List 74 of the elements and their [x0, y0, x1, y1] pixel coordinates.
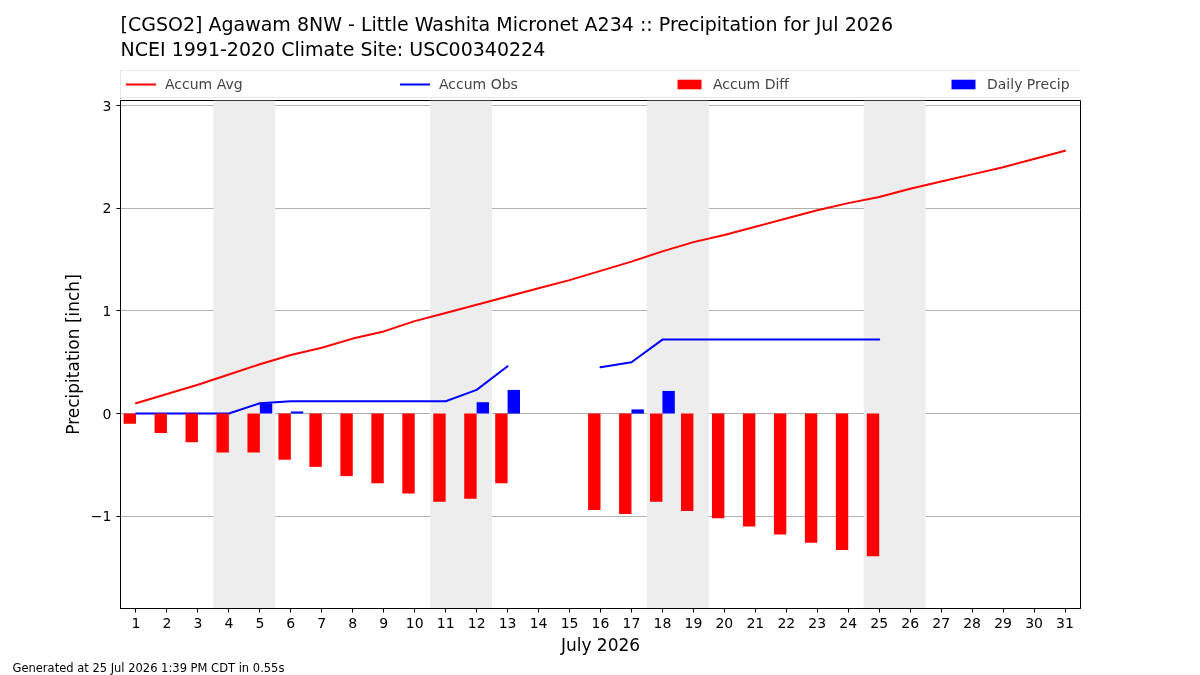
- x-tick-label: 20: [715, 614, 734, 631]
- x-tick-label: 17: [622, 614, 641, 631]
- legend-label: Accum Obs: [439, 76, 519, 92]
- bar: [835, 413, 849, 550]
- x-tick-label: 2: [162, 614, 172, 631]
- x-tick-label: 25: [870, 614, 889, 631]
- x-tick-label: 26: [901, 614, 920, 631]
- y-tick-label: 2: [102, 200, 112, 217]
- x-tick-label: 15: [560, 614, 579, 631]
- legend-label: Accum Avg: [165, 76, 244, 92]
- bar: [742, 413, 756, 527]
- x-tick-label: 12: [467, 614, 486, 631]
- bar: [464, 413, 477, 499]
- x-tick-label: 21: [746, 614, 765, 631]
- bar: [154, 413, 167, 434]
- bar: [495, 413, 508, 484]
- x-tick-label: 28: [963, 614, 982, 631]
- x-tick-label: 1: [131, 614, 141, 631]
- x-tick-label: 11: [436, 614, 455, 631]
- x-tick-label: 22: [777, 614, 796, 631]
- x-tick-label: 9: [379, 614, 389, 631]
- bar: [681, 413, 694, 512]
- x-tick-label: 8: [348, 614, 358, 631]
- bar: [340, 413, 353, 477]
- bar: [866, 413, 880, 557]
- y-tick-label: −1: [90, 508, 112, 525]
- y-axis-title: Precipitation [inch]: [62, 274, 83, 435]
- legend-label: Accum Diff: [713, 76, 791, 92]
- x-tick-label: 6: [286, 614, 296, 631]
- x-tick-label: 27: [932, 614, 951, 631]
- bar: [476, 402, 490, 414]
- bar: [402, 413, 415, 494]
- bar: [619, 413, 632, 515]
- x-tick-label: 7: [317, 614, 327, 631]
- bar: [216, 413, 229, 453]
- bar: [773, 413, 787, 535]
- x-tick-label: 31: [1056, 614, 1074, 631]
- x-axis-title: July 2026: [559, 634, 641, 655]
- x-tick-label: 13: [498, 614, 517, 631]
- bar: [650, 413, 663, 502]
- y-tick-label: 1: [102, 302, 112, 319]
- bar: [290, 411, 304, 414]
- bar: [804, 413, 818, 543]
- x-tick-label: 14: [529, 614, 548, 631]
- bar: [278, 413, 291, 460]
- y-tick-label: 3: [102, 97, 112, 114]
- bar: [588, 413, 601, 510]
- bar: [507, 389, 520, 414]
- x-tick-label: 10: [405, 614, 424, 631]
- x-tick-label: 18: [653, 614, 672, 631]
- bar: [247, 413, 260, 453]
- x-tick-label: 3: [193, 614, 203, 631]
- y-tick-label: 0: [102, 405, 112, 422]
- x-tick-label: 4: [224, 614, 234, 631]
- bar: [711, 413, 725, 519]
- bar: [433, 413, 446, 502]
- x-tick-label: 16: [591, 614, 610, 631]
- chart-title: [CGSO2] Agawam 8NW - Little Washita Micronet A234 :: Precipitation for Jul 2026: [120, 12, 894, 35]
- legend-label: Daily Precip: [987, 76, 1071, 92]
- x-tick-label: 29: [994, 614, 1012, 631]
- x-tick-label: 24: [839, 614, 858, 631]
- bar: [309, 413, 322, 467]
- bar: [123, 413, 136, 424]
- x-tick-label: 30: [1025, 614, 1043, 631]
- bar: [631, 409, 644, 414]
- bar: [662, 390, 675, 414]
- bar: [185, 413, 198, 443]
- chart-subtitle: NCEI 1991-2020 Climate Site: USC00340224: [120, 37, 546, 60]
- bar: [371, 413, 384, 484]
- x-tick-label: 19: [684, 614, 703, 631]
- x-tick-label: 23: [808, 614, 827, 631]
- line-series: [134, 149, 1067, 405]
- text: Generated at 25 Jul 2026 1:39 PM CDT in 0.55s: [12, 660, 285, 675]
- x-tick-label: 5: [255, 614, 265, 631]
